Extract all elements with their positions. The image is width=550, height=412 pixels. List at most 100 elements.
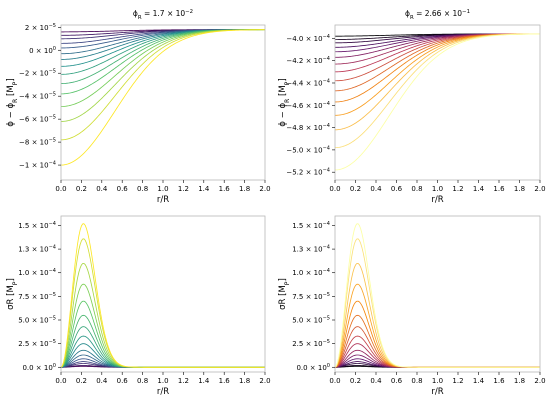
plot-frame xyxy=(60,24,266,181)
panel-4: 0.0 0.2 0.4 0.6 0.8 1.0 1.2 1.4 1.6 1.8 2.0 0.0 × 1… xyxy=(278,215,546,397)
y-tick-label: −2 × 10−5 xyxy=(19,69,56,78)
series-line-8 xyxy=(60,343,265,368)
x-tick-label: 0.4 xyxy=(96,185,108,193)
x-tick-label: 0.2 xyxy=(76,185,87,193)
curve-group xyxy=(334,223,540,368)
y-tick-label: −4.6 × 10−4 xyxy=(286,101,330,110)
x-tick-label: 0.2 xyxy=(350,377,361,385)
x-tick-label: 1.0 xyxy=(157,377,168,385)
x-tick-label: 0.4 xyxy=(370,377,382,385)
panel-title: ϕR = 1.7 × 10−2 xyxy=(133,9,193,21)
x-tick-label: 1.0 xyxy=(432,377,443,385)
y-tick-label: 1.0 × 10−4 xyxy=(292,268,330,277)
y-tick-label: 1.3 × 10−4 xyxy=(292,245,330,254)
x-axis-label: r/R xyxy=(157,387,169,397)
x-axis-label: r/R xyxy=(431,195,443,205)
x-tick-label: 1.0 xyxy=(432,185,443,193)
x-tick-label: 0.8 xyxy=(411,185,422,193)
x-tick-label: 0.0 xyxy=(55,377,66,385)
panel-1: 0.0 0.2 0.4 0.6 0.8 1.0 1.2 1.4 1.6 1.8 2.0 2 × 10−… xyxy=(6,9,271,205)
plot-frame xyxy=(334,24,541,181)
x-tick-label: 0.4 xyxy=(96,377,108,385)
series-line-14 xyxy=(60,29,266,141)
x-tick-label: 0.6 xyxy=(117,185,129,193)
x-tick-label: 0.8 xyxy=(137,377,148,385)
x-tick-label: 0.8 xyxy=(411,377,422,385)
y-tick-label: −6 × 10−5 xyxy=(19,115,56,124)
y-tick-label: −5.2 × 10−4 xyxy=(286,168,330,177)
y-tick-label: 1.5 × 10−4 xyxy=(292,221,330,230)
series-line-11 xyxy=(334,314,540,368)
y-tick-label: 2 × 10−5 xyxy=(25,23,56,32)
series-line-11 xyxy=(334,33,540,103)
x-tick-label: 1.6 xyxy=(493,377,505,385)
series-line-8 xyxy=(334,343,540,368)
y-tick-label: 0.0 × 100 xyxy=(296,363,330,372)
y-tick-label: 1.0 × 10−4 xyxy=(18,268,56,277)
y-tick-label: 2.5 × 10−5 xyxy=(292,339,330,348)
curve-group xyxy=(60,29,266,166)
y-tick-label: 7.5 × 10−5 xyxy=(18,292,56,301)
x-tick-label: 0.0 xyxy=(55,185,66,193)
y-axis-label: σR [MP] xyxy=(6,278,19,310)
x-tick-label: 1.6 xyxy=(219,377,231,385)
series-line-14 xyxy=(334,33,541,149)
series-line-10 xyxy=(334,326,540,368)
x-tick-label: 0.0 xyxy=(329,377,340,385)
series-line-10 xyxy=(334,33,540,92)
y-tick-label: −4.8 × 10−4 xyxy=(286,123,330,132)
x-tick-label: 1.8 xyxy=(514,185,525,193)
panel-title: ϕR = 2.66 × 10−1 xyxy=(405,9,470,21)
x-tick-label: 0.2 xyxy=(350,185,361,193)
x-tick-label: 1.8 xyxy=(239,185,250,193)
x-tick-label: 1.2 xyxy=(178,185,189,193)
panel-3: 0.0 0.2 0.4 0.6 0.8 1.0 1.2 1.4 1.6 1.8 2.0 0.0 × 1… xyxy=(6,215,271,397)
x-tick-label: 2.0 xyxy=(534,377,545,385)
y-tick-label: 0.0 × 100 xyxy=(22,363,56,372)
x-tick-label: 1.2 xyxy=(452,185,463,193)
x-tick-label: 0.0 xyxy=(329,185,340,193)
curve-group xyxy=(60,223,265,368)
x-axis-label: r/R xyxy=(157,195,169,205)
series-line-16 xyxy=(334,223,540,368)
y-axis-label: σR [MP] xyxy=(278,278,291,310)
y-tick-label: −8 × 10−5 xyxy=(19,138,56,147)
x-tick-label: 1.8 xyxy=(514,377,525,385)
y-axis-label: ϕ − ϕR [MP] xyxy=(6,78,19,126)
x-tick-label: 1.2 xyxy=(178,377,189,385)
x-tick-label: 2.0 xyxy=(259,377,270,385)
series-line-16 xyxy=(60,223,265,368)
series-line-15 xyxy=(60,29,266,166)
y-tick-label: 0 × 100 xyxy=(29,46,56,55)
y-tick-label: −4.2 × 10−4 xyxy=(286,56,330,65)
y-tick-label: −4.0 × 10−4 xyxy=(286,34,330,43)
y-tick-label: −4 × 10−5 xyxy=(19,92,56,101)
x-tick-label: 0.4 xyxy=(370,185,382,193)
series-line-10 xyxy=(60,326,265,368)
y-tick-label: 5.0 × 10−5 xyxy=(292,316,330,325)
x-tick-label: 1.6 xyxy=(493,185,505,193)
x-axis-label: r/R xyxy=(431,387,443,397)
y-tick-label: −5.0 × 10−4 xyxy=(286,145,330,154)
x-tick-label: 1.2 xyxy=(452,377,463,385)
x-tick-label: 0.8 xyxy=(137,185,148,193)
series-line-15 xyxy=(334,33,540,171)
x-tick-label: 1.4 xyxy=(473,185,485,193)
x-tick-label: 2.0 xyxy=(534,185,545,193)
x-tick-label: 0.6 xyxy=(391,377,403,385)
y-tick-label: −4.4 × 10−4 xyxy=(286,78,330,87)
x-tick-label: 0.6 xyxy=(117,377,129,385)
series-line-9 xyxy=(334,33,541,82)
x-tick-label: 0.2 xyxy=(76,377,87,385)
y-tick-label: 2.5 × 10−5 xyxy=(18,339,56,348)
series-line-12 xyxy=(334,33,540,116)
x-tick-label: 1.0 xyxy=(157,185,168,193)
x-tick-label: 1.8 xyxy=(239,377,250,385)
y-tick-label: 7.5 × 10−5 xyxy=(292,292,330,301)
x-tick-label: 1.4 xyxy=(198,185,210,193)
x-tick-label: 1.4 xyxy=(198,377,210,385)
x-tick-label: 2.0 xyxy=(259,185,270,193)
series-line-11 xyxy=(60,29,265,95)
y-tick-label: 1.3 × 10−4 xyxy=(18,245,56,254)
